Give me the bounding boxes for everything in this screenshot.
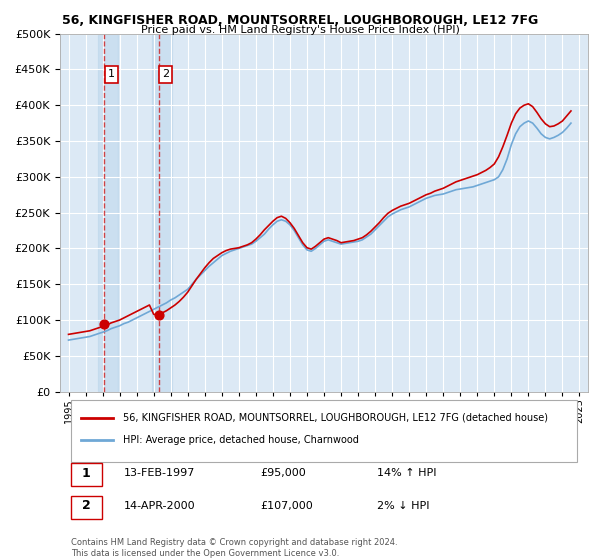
Text: 2: 2 — [162, 69, 169, 80]
Text: 2% ↓ HPI: 2% ↓ HPI — [377, 501, 430, 511]
Point — [154, 311, 163, 320]
Text: Price paid vs. HM Land Registry's House Price Index (HPI): Price paid vs. HM Land Registry's House … — [140, 25, 460, 35]
Text: 14% ↑ HPI: 14% ↑ HPI — [377, 468, 436, 478]
Text: 56, KINGFISHER ROAD, MOUNTSORREL, LOUGHBOROUGH, LE12 7FG (detached house): 56, KINGFISHER ROAD, MOUNTSORREL, LOUGHB… — [124, 413, 548, 423]
Text: 56, KINGFISHER ROAD, MOUNTSORREL, LOUGHBOROUGH, LE12 7FG: 56, KINGFISHER ROAD, MOUNTSORREL, LOUGHB… — [62, 14, 538, 27]
Bar — [152, 34, 172, 391]
Text: £95,000: £95,000 — [260, 468, 307, 478]
FancyBboxPatch shape — [71, 496, 102, 519]
Text: Contains HM Land Registry data © Crown copyright and database right 2024.
This d: Contains HM Land Registry data © Crown c… — [71, 538, 397, 558]
Bar — [98, 34, 118, 391]
Text: 14-APR-2000: 14-APR-2000 — [124, 501, 195, 511]
FancyBboxPatch shape — [71, 463, 102, 486]
Point — [100, 319, 109, 328]
Text: 2: 2 — [82, 499, 91, 512]
Text: 1: 1 — [82, 466, 91, 479]
FancyBboxPatch shape — [71, 400, 577, 461]
Text: 1: 1 — [108, 69, 115, 80]
Text: 13-FEB-1997: 13-FEB-1997 — [124, 468, 195, 478]
Text: £107,000: £107,000 — [260, 501, 313, 511]
Text: HPI: Average price, detached house, Charnwood: HPI: Average price, detached house, Char… — [124, 436, 359, 445]
